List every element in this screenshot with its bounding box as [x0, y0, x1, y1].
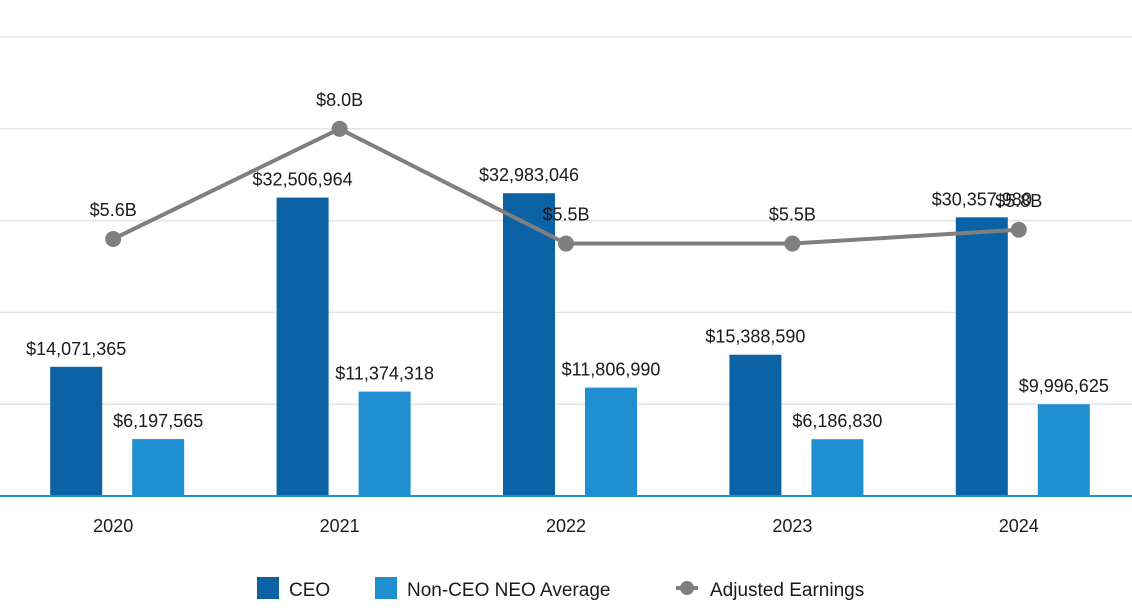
adjusted-earnings-label-2023: $5.5B	[769, 205, 816, 225]
ceo-bar-2022	[503, 193, 555, 496]
neo-avg-bar-2022	[585, 387, 637, 496]
ceo-data-label-2021: $32,506,964	[253, 170, 353, 190]
adjusted-earnings-point-2022	[558, 235, 574, 252]
legend-label-1: Non-CEO NEO Average	[407, 580, 610, 601]
legend-label-2: Adjusted Earnings	[710, 580, 864, 601]
adjusted-earnings-point-2020	[105, 230, 122, 247]
ceo-bar-2021	[276, 197, 329, 497]
neo-avg-bar-2021	[358, 391, 411, 496]
ceo-bar-2020	[50, 366, 103, 496]
neo-avg-data-label-2020: $6,197,565	[113, 411, 203, 431]
x-tick-label-2021: 2021	[320, 516, 360, 536]
adjusted-earnings-point-2023	[784, 235, 801, 252]
neo-avg-bar-2023	[811, 439, 864, 496]
adjusted-earnings-label-2020: $5.6B	[90, 200, 137, 220]
legend-dot-swatch	[680, 581, 694, 595]
neo-avg-data-label-2024: $9,996,625	[1019, 376, 1109, 396]
ceo-data-label-2020: $14,071,365	[26, 339, 126, 359]
adjusted-earnings-point-2021	[331, 120, 348, 137]
ceo-data-label-2024: $30,357,980	[932, 189, 1032, 209]
neo-avg-data-label-2021: $11,374,318	[335, 364, 434, 384]
adjusted-earnings-point-2024	[1010, 221, 1027, 238]
adjusted-earnings-label-2021: $8.0B	[316, 90, 363, 110]
line-layer	[105, 120, 1027, 252]
gridlines	[0, 36, 1132, 405]
ceo-bar-2023	[729, 354, 782, 496]
legend-label-0: CEO	[289, 580, 330, 601]
ceo-data-label-2023: $15,388,590	[705, 327, 805, 347]
ceo-bar-2024	[955, 217, 1008, 496]
label-layer: $14,071,365 $6,197,565 $32,506,964 $11,374,…	[26, 90, 1109, 431]
legend-swatch-0	[257, 577, 279, 599]
adjusted-earnings-label-2022: $5.5B	[542, 205, 589, 225]
x-tick-label-2020: 2020	[93, 516, 133, 536]
x-tick-label-2024: 2024	[999, 516, 1039, 536]
bar-layer	[50, 193, 1090, 497]
x-tick-label-2022: 2022	[546, 516, 586, 536]
neo-avg-data-label-2023: $6,186,830	[792, 411, 882, 431]
legend: CEO Non-CEO NEO Average Adjusted Earnings	[257, 577, 864, 601]
x-axis: 2020 2021 2022 2023 2024	[0, 495, 1132, 536]
neo-avg-bar-2020	[132, 439, 185, 496]
neo-avg-bar-2024	[1037, 404, 1090, 496]
adjusted-earnings-line	[112, 126, 1019, 246]
adjusted-earnings-label-2024: $5.8B	[995, 191, 1042, 211]
legend-swatch-1	[375, 577, 397, 599]
ceo-data-label-2022: $32,983,046	[479, 165, 579, 185]
x-tick-label-2023: 2023	[772, 516, 812, 536]
neo-avg-data-label-2022: $11,806,990	[562, 360, 661, 380]
